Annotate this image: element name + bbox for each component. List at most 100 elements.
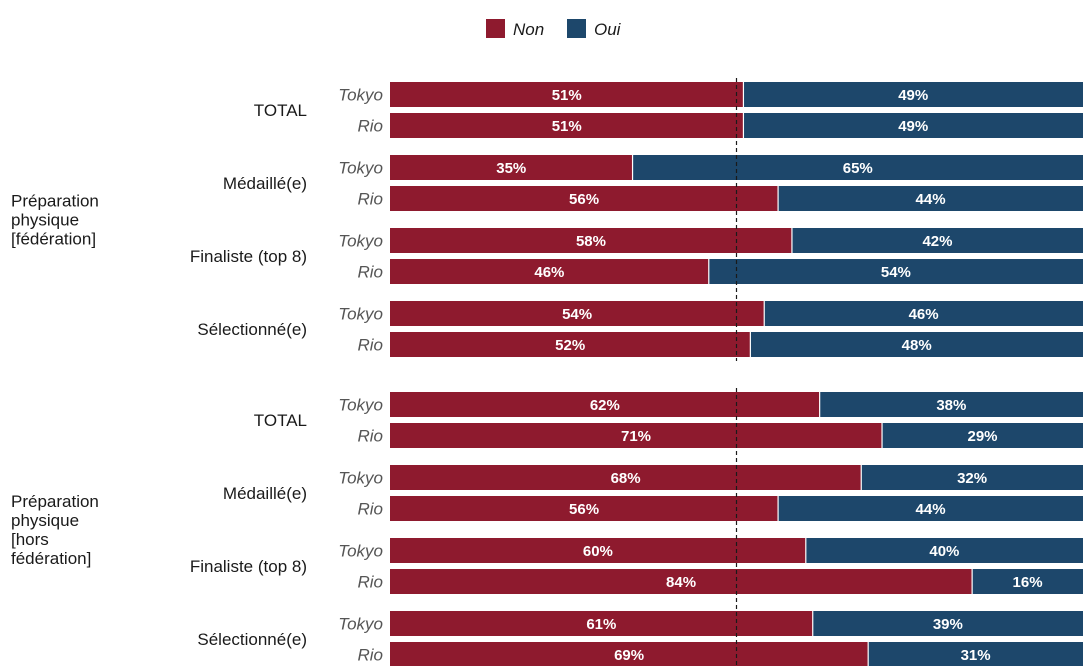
bar-segment-non xyxy=(390,186,779,211)
section-label-line: physique xyxy=(11,511,79,530)
data-label-non: 84% xyxy=(666,574,696,591)
edition-label: Tokyo xyxy=(338,232,383,251)
data-label-oui: 16% xyxy=(1013,574,1043,591)
legend-swatch-non xyxy=(486,19,505,38)
edition-label: Tokyo xyxy=(338,396,383,415)
edition-label: Tokyo xyxy=(338,86,383,105)
edition-label: Rio xyxy=(357,336,383,355)
bar-segment-oui xyxy=(972,569,1083,594)
bar-segment-non xyxy=(390,113,744,138)
section-label-line: Préparation xyxy=(11,492,99,511)
edition-label: Rio xyxy=(357,117,383,136)
data-label-oui: 31% xyxy=(961,647,991,664)
bar-segment-non xyxy=(390,465,862,490)
chart-legend: Non Oui xyxy=(486,19,622,39)
bar-segment-oui xyxy=(743,113,1083,138)
data-label-oui: 44% xyxy=(916,191,946,208)
chart-bars: 51% 49% 51% 49% 35% 65% 56% 44% 58% 42% 46% 54% 54% 4… xyxy=(390,82,1083,666)
group-label: TOTAL xyxy=(254,411,307,430)
group-label: Finaliste (top 8) xyxy=(190,557,307,576)
data-label-oui: 48% xyxy=(902,337,932,354)
data-label-oui: 54% xyxy=(881,264,911,281)
data-label-non: 54% xyxy=(562,306,592,323)
data-label-oui: 44% xyxy=(916,501,946,518)
edition-label: Rio xyxy=(357,500,383,519)
data-label-non: 35% xyxy=(496,160,526,177)
bar-segment-oui xyxy=(632,155,1083,180)
edition-label: Tokyo xyxy=(338,615,383,634)
data-label-non: 56% xyxy=(569,501,599,518)
edition-label: Rio xyxy=(357,573,383,592)
bar-segment-non xyxy=(390,611,813,636)
data-label-non: 51% xyxy=(552,87,582,104)
chart-sections: Préparationphysique[fédération]TOTALToky… xyxy=(11,86,383,665)
group-label: Médaillé(e) xyxy=(223,484,307,503)
bar-segment-oui xyxy=(778,496,1083,521)
bar-segment-oui xyxy=(743,82,1083,107)
bar-segment-oui xyxy=(778,186,1083,211)
bar-segment-oui xyxy=(708,259,1083,284)
data-label-oui: 29% xyxy=(967,428,997,445)
bar-segment-non xyxy=(390,301,765,326)
data-label-non: 58% xyxy=(576,233,606,250)
data-label-non: 71% xyxy=(621,428,651,445)
bar-segment-non xyxy=(390,82,744,107)
section-label-line: physique xyxy=(11,211,79,230)
legend-label-non: Non xyxy=(513,20,544,39)
bar-segment-non xyxy=(390,259,709,284)
edition-label: Tokyo xyxy=(338,542,383,561)
bar-segment-oui xyxy=(861,465,1083,490)
data-label-oui: 42% xyxy=(922,233,952,250)
data-label-non: 61% xyxy=(586,616,616,633)
bar-segment-non xyxy=(390,392,820,417)
bar-segment-non xyxy=(390,228,792,253)
section-label-line: Préparation xyxy=(11,192,99,211)
bar-segment-non xyxy=(390,496,779,521)
data-label-non: 56% xyxy=(569,191,599,208)
data-label-non: 60% xyxy=(583,543,613,560)
bar-segment-non xyxy=(390,332,751,357)
data-label-oui: 40% xyxy=(929,543,959,560)
edition-label: Tokyo xyxy=(338,469,383,488)
data-label-oui: 49% xyxy=(898,118,928,135)
edition-label: Rio xyxy=(357,263,383,282)
bar-segment-oui xyxy=(805,538,1083,563)
group-label: TOTAL xyxy=(254,101,307,120)
section-label-line: fédération] xyxy=(11,549,91,568)
group-label: Finaliste (top 8) xyxy=(190,247,307,266)
data-label-oui: 49% xyxy=(898,87,928,104)
bar-segment-non xyxy=(390,569,973,594)
data-label-oui: 38% xyxy=(936,397,966,414)
data-label-non: 62% xyxy=(590,397,620,414)
bar-segment-non xyxy=(390,155,633,180)
bar-segment-oui xyxy=(812,611,1083,636)
bar-segment-oui xyxy=(791,228,1083,253)
group-label: Médaillé(e) xyxy=(223,174,307,193)
group-label: Sélectionné(e) xyxy=(197,320,307,339)
edition-label: Rio xyxy=(357,646,383,665)
data-label-oui: 65% xyxy=(843,160,873,177)
data-label-oui: 32% xyxy=(957,470,987,487)
edition-label: Tokyo xyxy=(338,159,383,178)
edition-label: Rio xyxy=(357,190,383,209)
data-label-oui: 46% xyxy=(909,306,939,323)
bar-segment-non xyxy=(390,423,883,448)
bar-segment-oui xyxy=(750,332,1083,357)
data-label-non: 68% xyxy=(611,470,641,487)
data-label-non: 51% xyxy=(552,118,582,135)
edition-label: Rio xyxy=(357,427,383,446)
bar-segment-oui xyxy=(764,301,1083,326)
edition-label: Tokyo xyxy=(338,305,383,324)
data-label-non: 52% xyxy=(555,337,585,354)
data-label-non: 46% xyxy=(534,264,564,281)
legend-swatch-oui xyxy=(567,19,586,38)
bar-segment-oui xyxy=(882,423,1083,448)
data-label-oui: 39% xyxy=(933,616,963,633)
legend-label-oui: Oui xyxy=(594,20,622,39)
section-label-line: [hors xyxy=(11,530,49,549)
data-label-non: 69% xyxy=(614,647,644,664)
section-label-line: [fédération] xyxy=(11,230,96,249)
bar-segment-non xyxy=(390,642,869,666)
group-label: Sélectionné(e) xyxy=(197,630,307,649)
